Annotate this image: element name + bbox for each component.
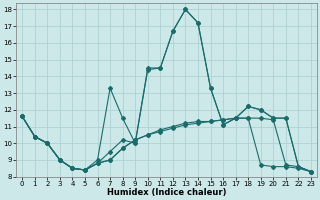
X-axis label: Humidex (Indice chaleur): Humidex (Indice chaleur) [107,188,226,197]
